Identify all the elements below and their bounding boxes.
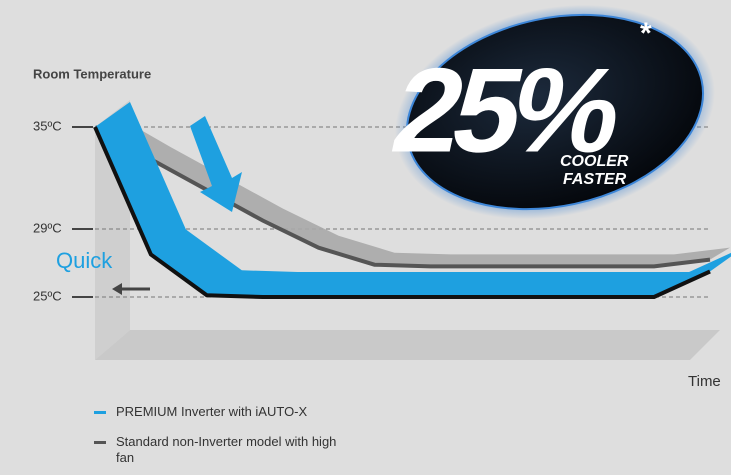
badge-line: FASTER [563, 171, 627, 188]
x-axis-label: Time [688, 373, 721, 390]
series-line [93, 125, 711, 269]
legend-item: PREMIUM Inverter with iAUTO-X [94, 404, 354, 420]
y-tick-label: 25ºC [33, 288, 62, 303]
y-tick-label: 35ºC [33, 118, 62, 133]
y-tick-label: 29ºC [33, 220, 62, 235]
legend-item: Standard non-Inverter model with high fa… [94, 434, 354, 466]
quick-arrowhead [112, 283, 122, 295]
series-line [93, 126, 711, 299]
legend-label: Standard non-Inverter model with high fa… [116, 434, 337, 465]
badge [405, 13, 705, 211]
badge-line: COOLER [560, 153, 629, 170]
legend-swatch [94, 411, 106, 414]
series-ribbon [95, 102, 731, 297]
badge-value: 25% [382, 43, 632, 177]
badge-mark: * [640, 17, 652, 50]
legend-label: PREMIUM Inverter with iAUTO-X [116, 404, 308, 419]
legend-swatch [94, 441, 106, 444]
arrow [190, 116, 242, 212]
floor [95, 330, 720, 360]
annotation: Quick [56, 248, 113, 273]
axis-title: Room Temperature [33, 66, 151, 81]
